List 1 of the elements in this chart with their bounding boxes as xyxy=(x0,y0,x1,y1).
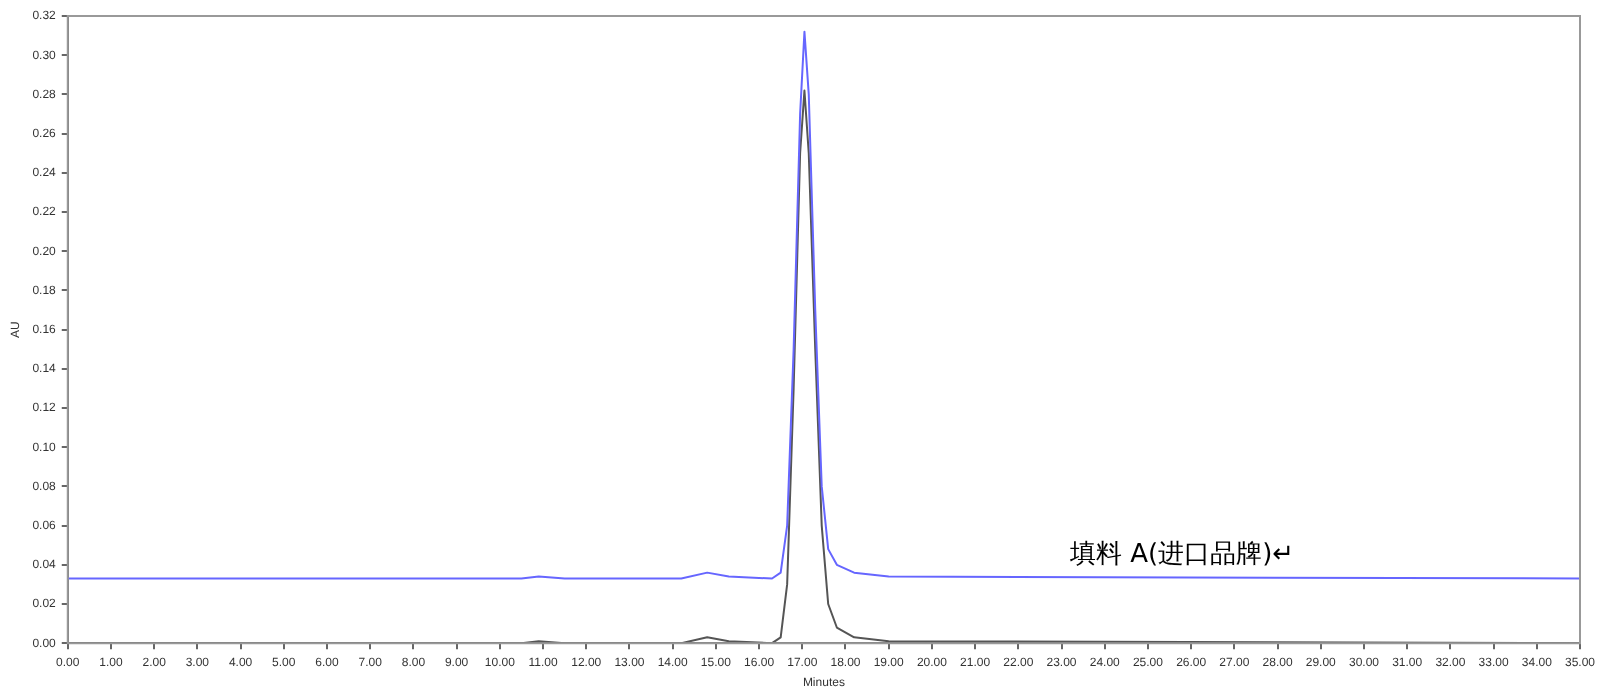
series-label: 填料 A(进口品牌)↵ xyxy=(1068,540,1295,571)
